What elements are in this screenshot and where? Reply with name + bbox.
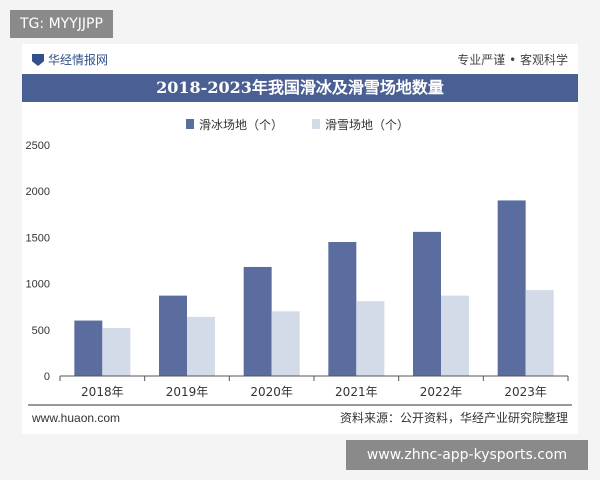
bar-1-1 — [187, 316, 215, 376]
x-tick-label: 2018年 — [81, 385, 124, 399]
x-tick-label: 2019年 — [166, 385, 209, 399]
legend: 滑冰场地（个） 滑雪场地（个） — [186, 118, 409, 132]
bar-1-2 — [271, 311, 300, 376]
footer-source: 资料来源：公开资料，华经产业研究院整理 — [340, 410, 568, 425]
bar-0-2 — [243, 266, 272, 376]
y-tick-label: 500 — [32, 325, 50, 337]
slogan: 专业严谨 • 客观科学 — [457, 53, 568, 67]
bar-0-0 — [74, 320, 103, 376]
y-axis: 0 500 1000 1500 2000 2500 — [26, 140, 50, 383]
y-tick-label: 2500 — [26, 140, 50, 152]
chart-header: 华经情报网 专业严谨 • 客观科学 — [22, 44, 578, 74]
bar-0-4 — [413, 231, 441, 376]
x-tick-label: 2020年 — [250, 385, 293, 399]
bar-1-0 — [102, 327, 131, 376]
x-tick-label: 2022年 — [420, 385, 463, 399]
bar-1-4 — [441, 295, 469, 376]
watermark-badge-top: TG: MYYJJPP — [10, 10, 113, 38]
x-tick-label: 2023年 — [504, 385, 547, 399]
y-tick-label: 1000 — [26, 279, 50, 291]
chart-title: 2018-2023年我国滑冰及滑雪场地数量 — [22, 74, 578, 102]
bars — [74, 200, 554, 376]
watermark-badge-bottom: www.zhnc-app-kysports.com — [346, 440, 588, 470]
bar-1-5 — [525, 290, 554, 376]
legend-label-1: 滑雪场地（个） — [325, 118, 409, 132]
legend-label-0: 滑冰场地（个） — [199, 118, 283, 132]
legend-swatch-1 — [312, 119, 320, 129]
y-tick-label: 0 — [44, 371, 50, 383]
bar-0-3 — [328, 242, 357, 376]
footer-website: www.huaon.com — [31, 411, 120, 425]
bar-1-3 — [356, 301, 385, 376]
brand: 华经情报网 — [32, 51, 108, 68]
y-tick-label: 1500 — [26, 232, 50, 244]
x-axis: 2018年 2019年 2020年 2021年 2022年 2023年 — [59, 375, 569, 399]
brand-name: 华经情报网 — [48, 53, 109, 67]
brand-logo-icon — [32, 54, 44, 66]
bar-0-5 — [497, 200, 526, 376]
legend-swatch-0 — [186, 119, 194, 129]
y-tick-label: 2000 — [26, 186, 50, 198]
x-tick-label: 2021年 — [335, 385, 378, 399]
bar-0-1 — [159, 295, 187, 376]
